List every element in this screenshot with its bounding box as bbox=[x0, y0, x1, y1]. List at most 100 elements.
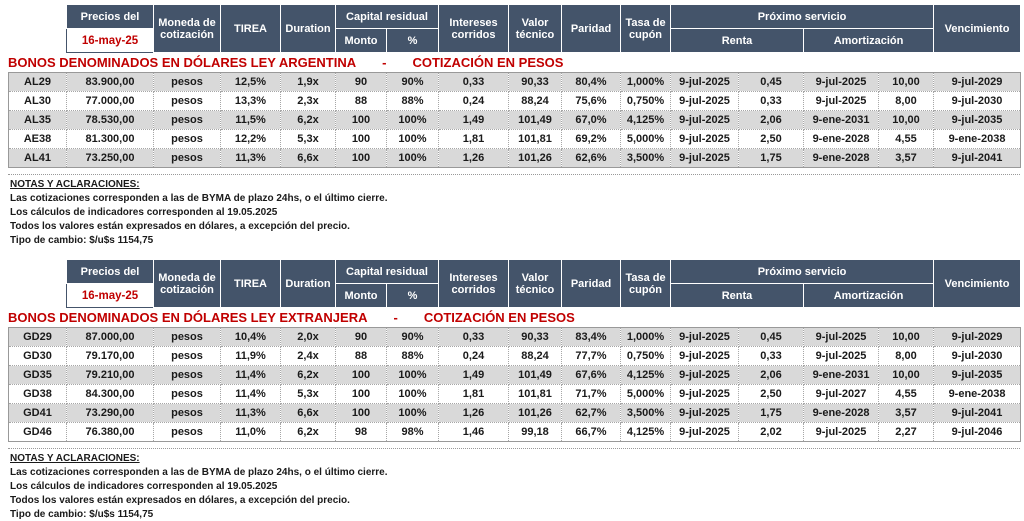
cell-renta-monto: 2,06 bbox=[738, 110, 804, 130]
cell-tasa-cupon: 4,125% bbox=[620, 365, 671, 385]
cell-capital-monto: 100 bbox=[335, 403, 387, 423]
cell-capital-monto: 88 bbox=[335, 91, 387, 111]
cell-tirea: 13,3% bbox=[220, 91, 281, 111]
cell-duration: 6,6x bbox=[280, 403, 336, 423]
cell-moneda: pesos bbox=[153, 72, 221, 92]
cell-capital-monto: 100 bbox=[335, 365, 387, 385]
cell-amortizacion-monto: 8,00 bbox=[878, 346, 934, 366]
cell-intereses-corridos: 1,49 bbox=[438, 110, 509, 130]
bond-row-AL29: AL29 83.900,00 pesos 12,5% 1,9x 90 90% 0,33 90,3… bbox=[8, 72, 1021, 92]
bond-row-GD29: GD29 87.000,00 pesos 10,4% 2,0x 90 90% 0,33 90,3… bbox=[8, 327, 1021, 347]
cell-amortizacion-monto: 10,00 bbox=[878, 110, 934, 130]
bond-report-page: Precios del Moneda de cotización TIREA D… bbox=[8, 4, 1022, 520]
cell-renta-fecha: 9-jul-2025 bbox=[670, 422, 739, 442]
note-line: Todos los valores están expresados en dó… bbox=[10, 221, 350, 232]
cell-precio: 79.170,00 bbox=[66, 346, 154, 366]
column-header-valor-tecnico: Valor técnico bbox=[508, 4, 563, 53]
bond-row-AL30: AL30 77.000,00 pesos 13,3% 2,3x 88 88% 0,24 88,2… bbox=[8, 91, 1021, 111]
cell-moneda: pesos bbox=[153, 346, 221, 366]
price-date-cell: 16-may-25 bbox=[66, 28, 154, 53]
cell-vencimiento: 9-jul-2035 bbox=[933, 110, 1021, 130]
cell-capital-pct: 98% bbox=[386, 422, 439, 442]
cell-renta-monto: 2,06 bbox=[738, 365, 804, 385]
cell-amortizacion-monto: 3,57 bbox=[878, 403, 934, 423]
cell-ticker: AL41 bbox=[8, 148, 67, 168]
cell-valor-tecnico: 101,49 bbox=[508, 365, 562, 385]
cell-tasa-cupon: 5,000% bbox=[620, 384, 671, 404]
column-header-capital-residual: Capital residual bbox=[334, 4, 440, 29]
column-header-moneda: Moneda de cotización bbox=[153, 259, 221, 308]
cell-precio: 73.290,00 bbox=[66, 403, 154, 423]
column-header-capital-residual: Capital residual bbox=[334, 259, 440, 284]
cell-vencimiento: 9-ene-2038 bbox=[933, 384, 1021, 404]
cell-vencimiento: 9-jul-2030 bbox=[933, 91, 1021, 111]
cell-capital-pct: 88% bbox=[386, 346, 439, 366]
table-block-ley-extranjera: Precios del Moneda de cotización TIREA D… bbox=[8, 259, 1022, 521]
cell-amortizacion-monto: 8,00 bbox=[878, 91, 934, 111]
cell-duration: 6,2x bbox=[280, 110, 336, 130]
section-title-ley-argentina: BONOS DENOMINADOS EN DÓLARES LEY ARGENTI… bbox=[8, 53, 1022, 72]
cell-capital-pct: 100% bbox=[386, 110, 439, 130]
cell-paridad: 69,2% bbox=[561, 129, 621, 149]
cell-precio: 73.250,00 bbox=[66, 148, 154, 168]
cell-capital-pct: 88% bbox=[386, 91, 439, 111]
section-title-quote-type: COTIZACIÓN EN PESOS bbox=[412, 55, 564, 70]
cell-intereses-corridos: 1,46 bbox=[438, 422, 509, 442]
cell-amortizacion-monto: 4,55 bbox=[878, 129, 934, 149]
cell-paridad: 67,0% bbox=[561, 110, 621, 130]
cell-renta-monto: 2,02 bbox=[738, 422, 804, 442]
cell-amortizacion-monto: 2,27 bbox=[878, 422, 934, 442]
cell-amortizacion-monto: 4,55 bbox=[878, 384, 934, 404]
cell-capital-monto: 88 bbox=[335, 346, 387, 366]
column-header-vencimiento: Vencimiento bbox=[933, 259, 1022, 308]
cell-moneda: pesos bbox=[153, 91, 221, 111]
cell-ticker: AL29 bbox=[8, 72, 67, 92]
section-title-quote-type: COTIZACIÓN EN PESOS bbox=[423, 310, 575, 325]
cell-precio: 81.300,00 bbox=[66, 129, 154, 149]
cell-amortizacion-monto: 10,00 bbox=[878, 72, 934, 92]
cell-paridad: 77,7% bbox=[561, 346, 621, 366]
cell-intereses-corridos: 1,81 bbox=[438, 384, 509, 404]
column-header-tasa-cupon: Tasa de cupón bbox=[620, 4, 672, 53]
cell-renta-monto: 0,45 bbox=[738, 327, 804, 347]
cell-vencimiento: 9-jul-2029 bbox=[933, 72, 1021, 92]
cell-intereses-corridos: 1,26 bbox=[438, 403, 509, 423]
table-header-ley-argentina: Precios del Moneda de cotización TIREA D… bbox=[66, 4, 1022, 53]
cell-amortizacion-fecha: 9-jul-2025 bbox=[803, 91, 879, 111]
cell-vencimiento: 9-jul-2041 bbox=[933, 403, 1021, 423]
cell-intereses-corridos: 0,24 bbox=[438, 91, 509, 111]
cell-amortizacion-monto: 10,00 bbox=[878, 327, 934, 347]
cell-capital-monto: 100 bbox=[335, 110, 387, 130]
bond-table-ley-extranjera: GD29 87.000,00 pesos 10,4% 2,0x 90 90% 0,33 90,3… bbox=[8, 327, 1021, 442]
cell-duration: 5,3x bbox=[280, 129, 336, 149]
cell-ticker: GD41 bbox=[8, 403, 67, 423]
cell-moneda: pesos bbox=[153, 129, 221, 149]
cell-tasa-cupon: 0,750% bbox=[620, 91, 671, 111]
section-title-dash: - bbox=[393, 310, 398, 325]
column-header-paridad: Paridad bbox=[561, 259, 622, 308]
cell-renta-monto: 0,33 bbox=[738, 91, 804, 111]
cell-intereses-corridos: 1,81 bbox=[438, 129, 509, 149]
cell-intereses-corridos: 1,49 bbox=[438, 365, 509, 385]
column-header-pct: % bbox=[385, 283, 440, 308]
cell-amortizacion-fecha: 9-jul-2027 bbox=[803, 384, 879, 404]
column-header-tasa-cupon: Tasa de cupón bbox=[620, 259, 672, 308]
cell-duration: 6,2x bbox=[280, 365, 336, 385]
cell-intereses-corridos: 0,33 bbox=[438, 72, 509, 92]
cell-duration: 5,3x bbox=[280, 384, 336, 404]
cell-precio: 83.900,00 bbox=[66, 72, 154, 92]
cell-ticker: AE38 bbox=[8, 129, 67, 149]
cell-renta-fecha: 9-jul-2025 bbox=[670, 365, 739, 385]
bond-row-GD30: GD30 79.170,00 pesos 11,9% 2,4x 88 88% 0,24 88,2… bbox=[8, 346, 1021, 366]
cell-ticker: GD38 bbox=[8, 384, 67, 404]
cell-amortizacion-fecha: 9-jul-2025 bbox=[803, 346, 879, 366]
column-header-moneda: Moneda de cotización bbox=[153, 4, 221, 53]
cell-ticker: GD46 bbox=[8, 422, 67, 442]
column-header-tirea: TIREA bbox=[220, 4, 281, 53]
cell-vencimiento: 9-jul-2041 bbox=[933, 148, 1021, 168]
cell-renta-fecha: 9-jul-2025 bbox=[670, 148, 739, 168]
cell-paridad: 83,4% bbox=[561, 327, 621, 347]
cell-tasa-cupon: 1,000% bbox=[620, 327, 671, 347]
cell-capital-pct: 100% bbox=[386, 148, 439, 168]
cell-tirea: 10,4% bbox=[220, 327, 281, 347]
